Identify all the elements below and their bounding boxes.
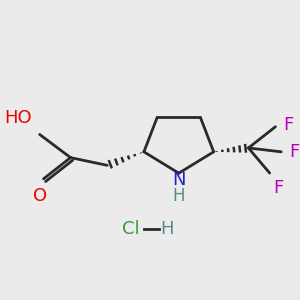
- Text: F: F: [289, 143, 299, 161]
- Text: H: H: [172, 187, 185, 205]
- Text: F: F: [274, 179, 284, 197]
- Text: F: F: [283, 116, 293, 134]
- Text: Cl: Cl: [122, 220, 139, 238]
- Text: HO: HO: [4, 109, 32, 127]
- Text: N: N: [172, 171, 185, 189]
- Text: H: H: [160, 220, 174, 238]
- Text: O: O: [33, 187, 47, 205]
